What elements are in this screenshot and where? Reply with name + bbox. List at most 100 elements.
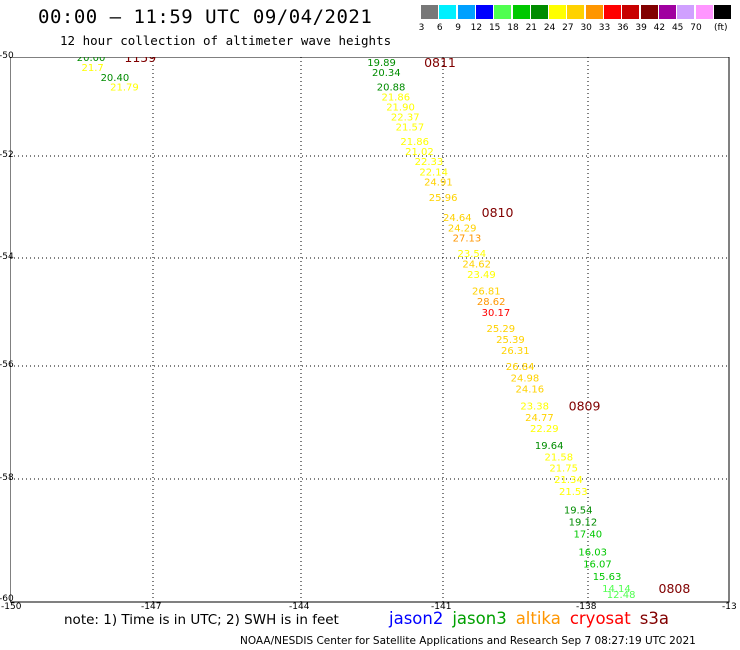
wave-height-value: 28.62: [477, 297, 506, 308]
legend-swatch: [567, 5, 585, 19]
wave-height-value: 20.34: [372, 68, 401, 79]
legend-label: 39: [635, 23, 647, 33]
time-label: 1159: [124, 57, 156, 65]
legend-swatch: [713, 5, 731, 19]
time-labels: 1159 0811 0810 0809 0808: [124, 57, 690, 596]
wave-height-value: 21.58: [545, 452, 574, 463]
legend-label: 30: [580, 23, 592, 33]
legend-swatch: [585, 5, 603, 19]
legend-swatch: [530, 5, 548, 19]
wave-height-value: 17.40: [574, 529, 603, 540]
wave-height-value: 26.84: [506, 362, 535, 373]
legend-swatch: [475, 5, 493, 19]
legend-label: 27: [562, 23, 574, 33]
wave-height-value: 23.49: [467, 270, 496, 281]
time-label: 0810: [482, 205, 514, 220]
longitude-label: -138: [576, 602, 597, 612]
longitude-label: -150: [1, 602, 22, 612]
legend-swatch: [421, 5, 438, 19]
legend-label: 12: [470, 23, 483, 33]
satellite-cryosat: cryosat: [569, 609, 631, 628]
legend-swatch: [439, 5, 457, 19]
map-subtitle: 12 hour collection of altimeter wave hei…: [60, 33, 392, 48]
legend-swatch: [549, 5, 567, 19]
graticule: [10, 57, 729, 602]
wave-height-value: 26.31: [501, 346, 530, 357]
legend-label: 15: [488, 23, 501, 33]
legend-swatch: [677, 5, 695, 19]
wave-height-value: 21.79: [110, 83, 139, 94]
wave-height-value: 24.98: [511, 373, 540, 384]
legend-swatch: [604, 5, 621, 19]
legend-swatch: [640, 5, 658, 19]
legend-label: 24: [543, 23, 556, 33]
time-label: 0811: [424, 57, 456, 70]
wave-height-value: 14.14: [602, 584, 631, 595]
wave-height-value: 19.64: [535, 441, 564, 452]
wave-height-value: 25.96: [429, 193, 458, 204]
wave-height-value: 19.54: [564, 505, 593, 516]
latitude-label: -52: [0, 150, 14, 160]
satellite-jason2: jason2: [389, 609, 444, 628]
wave-height-value: 22.37: [391, 112, 420, 123]
wave-height-value: 23.38: [520, 402, 549, 413]
wave-height-value: 21.75: [549, 464, 578, 475]
wave-height-value: 24.77: [525, 413, 554, 424]
wave-height-value: 30.17: [482, 308, 511, 319]
legend-swatch: [622, 5, 640, 19]
wave-height-value: 24.16: [516, 385, 545, 396]
latitude-label: -58: [0, 473, 14, 483]
wave-height-value: 25.39: [496, 335, 525, 346]
wave-height-value: 24.62: [462, 259, 491, 270]
legend-label: 36: [617, 23, 629, 33]
wave-height-value: 12.48: [607, 590, 636, 601]
legend-label: 33: [598, 23, 611, 33]
wave-height-value: 20.00: [77, 57, 106, 64]
wave-height-value: 20.40: [101, 73, 130, 84]
legend-label: 70: [690, 23, 702, 33]
time-label: 0809: [569, 399, 601, 414]
latitude-label: -56: [0, 360, 14, 370]
satellite-legend: jason2 jason3 altika cryosat s3a: [389, 609, 678, 628]
legend-swatch: [457, 5, 475, 19]
legend-swatch: [494, 5, 512, 19]
wave-height-value: 22.33: [415, 157, 444, 168]
wave-height-value: 25.29: [487, 324, 516, 335]
legend-label: 21: [525, 23, 538, 33]
wave-height-value: 20.88: [377, 83, 406, 94]
wave-height-value: 16.07: [583, 560, 612, 571]
altimeter-tracks: 20.0021.720.4021.7919.8920.3420.8821.862…: [77, 57, 636, 601]
wave-height-value: 21.86: [381, 93, 410, 104]
time-label: 0808: [659, 581, 691, 596]
wave-height-value: 19.89: [367, 58, 396, 69]
wave-height-value: 24.64: [443, 213, 472, 224]
wave-height-value: 22.29: [530, 424, 559, 435]
longitude-label: -147: [141, 602, 162, 612]
wave-height-value: 21.90: [386, 103, 415, 114]
wave-height-value: 24.91: [424, 178, 453, 189]
wave-height-value: 26.81: [472, 286, 501, 297]
wave-height-value: 22.14: [419, 167, 448, 178]
longitude-label: -13: [722, 602, 737, 612]
latitude-label: -54: [0, 252, 14, 262]
credit-line: NOAA/NESDIS Center for Satellite Applica…: [240, 635, 696, 647]
wave-height-value: 24.29: [448, 223, 477, 234]
latitude-label: -60: [0, 594, 14, 604]
legend-swatch: [695, 5, 713, 19]
satellite-s3a: s3a: [639, 609, 669, 628]
legend-swatch: [512, 5, 530, 19]
longitude-label: -141: [431, 602, 452, 612]
wave-height-value: 19.12: [569, 517, 598, 528]
legend-label: 45: [671, 23, 684, 33]
units-note: note: 1) Time is in UTC; 2) SWH is in fe…: [64, 612, 339, 628]
wave-height-value: 16.03: [578, 548, 607, 559]
map-frame: [10, 57, 730, 603]
wave-height-value: 21.53: [559, 487, 588, 498]
legend-label: 9: [455, 23, 461, 33]
legend-swatch: [658, 5, 676, 19]
satellite-altika: altika: [515, 609, 561, 628]
wave-height-value: 15.63: [593, 572, 622, 583]
wave-height-value: 21.86: [400, 137, 429, 148]
legend-label: 42: [653, 23, 666, 33]
